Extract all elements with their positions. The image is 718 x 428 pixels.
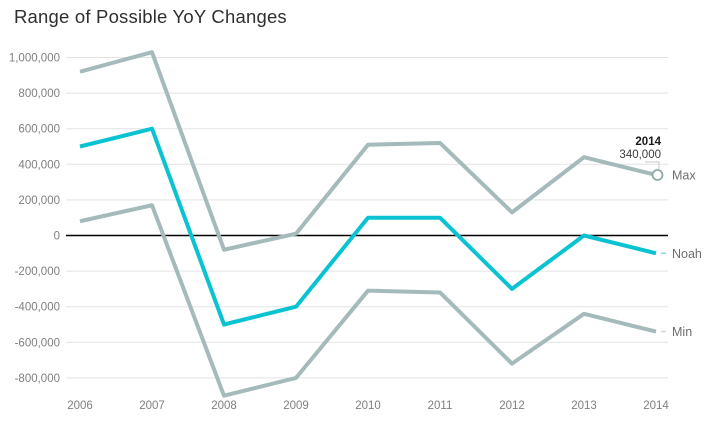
y-tick-label: -600,000 bbox=[15, 337, 60, 349]
x-tick-label: 2014 bbox=[643, 400, 669, 412]
y-tick-label: -200,000 bbox=[15, 266, 60, 278]
x-tick-label: 2010 bbox=[355, 400, 381, 412]
x-tick-label: 2007 bbox=[139, 400, 165, 412]
x-tick-label: 2012 bbox=[499, 400, 525, 412]
series-end-label-noah: Noah bbox=[672, 247, 702, 261]
x-tick-label: 2011 bbox=[428, 400, 453, 412]
annotation-callout-line bbox=[645, 161, 660, 169]
y-tick-label: 0 bbox=[54, 231, 60, 243]
annotation-year-label: 2014 bbox=[635, 136, 661, 148]
y-tick-label: -400,000 bbox=[15, 302, 60, 314]
y-tick-label: -800,000 bbox=[15, 373, 60, 385]
y-tick-label: 200,000 bbox=[18, 195, 60, 207]
chart-title: Range of Possible YoY Changes bbox=[14, 6, 287, 27]
max-2014-point-marker[interactable] bbox=[651, 169, 664, 181]
y-tick-label: 400,000 bbox=[18, 159, 60, 171]
y-tick-label: 1,000,000 bbox=[9, 53, 60, 65]
y-tick-label: 800,000 bbox=[18, 88, 60, 100]
series-end-label-min: Min bbox=[672, 325, 692, 339]
series-line-max[interactable] bbox=[79, 50, 657, 252]
series-end-label-max: Max bbox=[672, 168, 696, 182]
x-tick-label: 2009 bbox=[283, 400, 309, 412]
x-tick-label: 2006 bbox=[67, 400, 93, 412]
series-line-min[interactable] bbox=[79, 203, 657, 398]
x-tick-label: 2008 bbox=[211, 400, 237, 412]
y-tick-label: 600,000 bbox=[18, 124, 60, 136]
annotation-value-label: 340,000 bbox=[619, 149, 661, 161]
x-tick-label: 2013 bbox=[571, 400, 597, 412]
series-line-noah[interactable] bbox=[79, 126, 657, 327]
